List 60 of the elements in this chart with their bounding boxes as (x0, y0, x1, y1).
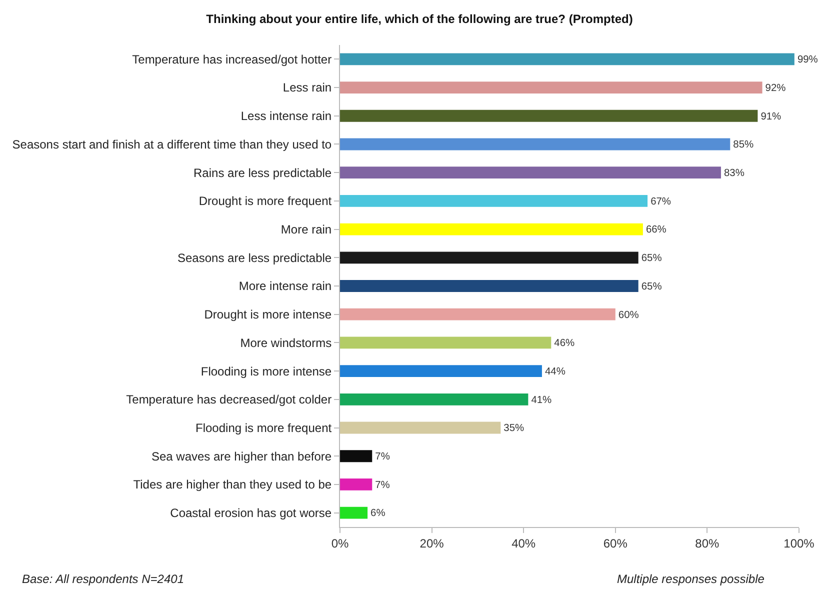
y-tick-label: Temperature has decreased/got colder (126, 392, 332, 407)
data-label: 83% (724, 168, 744, 179)
bar (340, 393, 528, 406)
data-label: 6% (370, 508, 386, 520)
data-label: 7% (375, 452, 390, 463)
text: Base: All respondents N=2401 (22, 572, 184, 586)
bar (340, 53, 794, 66)
y-tick-label: More rain (280, 222, 332, 236)
bar (340, 252, 638, 264)
data-label: 92% (765, 82, 786, 94)
data-label: 91% (760, 111, 782, 122)
data-label: 46% (554, 338, 575, 350)
bar (340, 223, 643, 236)
data-label: 66% (646, 224, 666, 236)
y-tick-label: Less rain (282, 80, 332, 95)
bar (340, 166, 721, 179)
bar (340, 110, 758, 122)
x-tick-label: 100% (784, 536, 815, 550)
bar (340, 450, 372, 462)
y-tick-label: Drought is more intense (204, 308, 332, 322)
bar (340, 138, 730, 150)
bar (340, 280, 638, 292)
x-tick-label: 60% (603, 536, 628, 550)
x-tick-label: 20% (420, 536, 444, 550)
y-tick-label: Drought is more frequent (198, 194, 332, 208)
bar (340, 336, 552, 349)
data-label: 99% (797, 54, 818, 66)
bar (340, 308, 616, 320)
y-tick-label: Seasons start and finish at a different time than they used to (12, 137, 332, 152)
bar (340, 506, 368, 519)
data-label: 65% (641, 281, 662, 292)
data-label: 44% (544, 366, 566, 378)
y-tick-label: More windstorms (240, 336, 332, 350)
bar (340, 422, 501, 434)
data-label: 85% (733, 140, 754, 151)
y-tick-label: Flooding is more intense (200, 364, 332, 378)
x-tick-label: 0% (331, 536, 349, 550)
chart-title: Thinking about your entire life, which of the following are true? (Prompted) (206, 12, 633, 26)
data-label: 41% (531, 394, 552, 406)
y-tick-label: Tides are higher than they used to be (133, 478, 332, 492)
text: Multiple responses possible (617, 572, 765, 586)
bar (340, 194, 648, 207)
x-tick-label: 40% (512, 536, 536, 550)
y-tick-label: Seasons are less predictable (178, 250, 332, 265)
y-tick-label: Rains are less predictable (194, 166, 332, 180)
data-label: 67% (650, 196, 671, 208)
y-tick-label: Temperature has increased/got hotter (132, 52, 332, 66)
data-label: 65% (641, 253, 662, 264)
y-tick-label: More intense rain (238, 279, 332, 294)
y-tick-label: Coastal erosion has got worse (170, 506, 332, 520)
data-label: 35% (504, 423, 524, 434)
y-tick-label: Less intense rain (240, 109, 332, 124)
bar (340, 478, 372, 490)
bar (340, 365, 542, 378)
y-tick-label: Flooding is more frequent (196, 420, 332, 435)
y-tick-label: Sea waves are higher than before (151, 449, 332, 464)
bar (340, 82, 762, 94)
data-label: 7% (375, 480, 390, 491)
x-tick-label: 80% (695, 536, 720, 550)
data-label: 60% (618, 310, 639, 321)
